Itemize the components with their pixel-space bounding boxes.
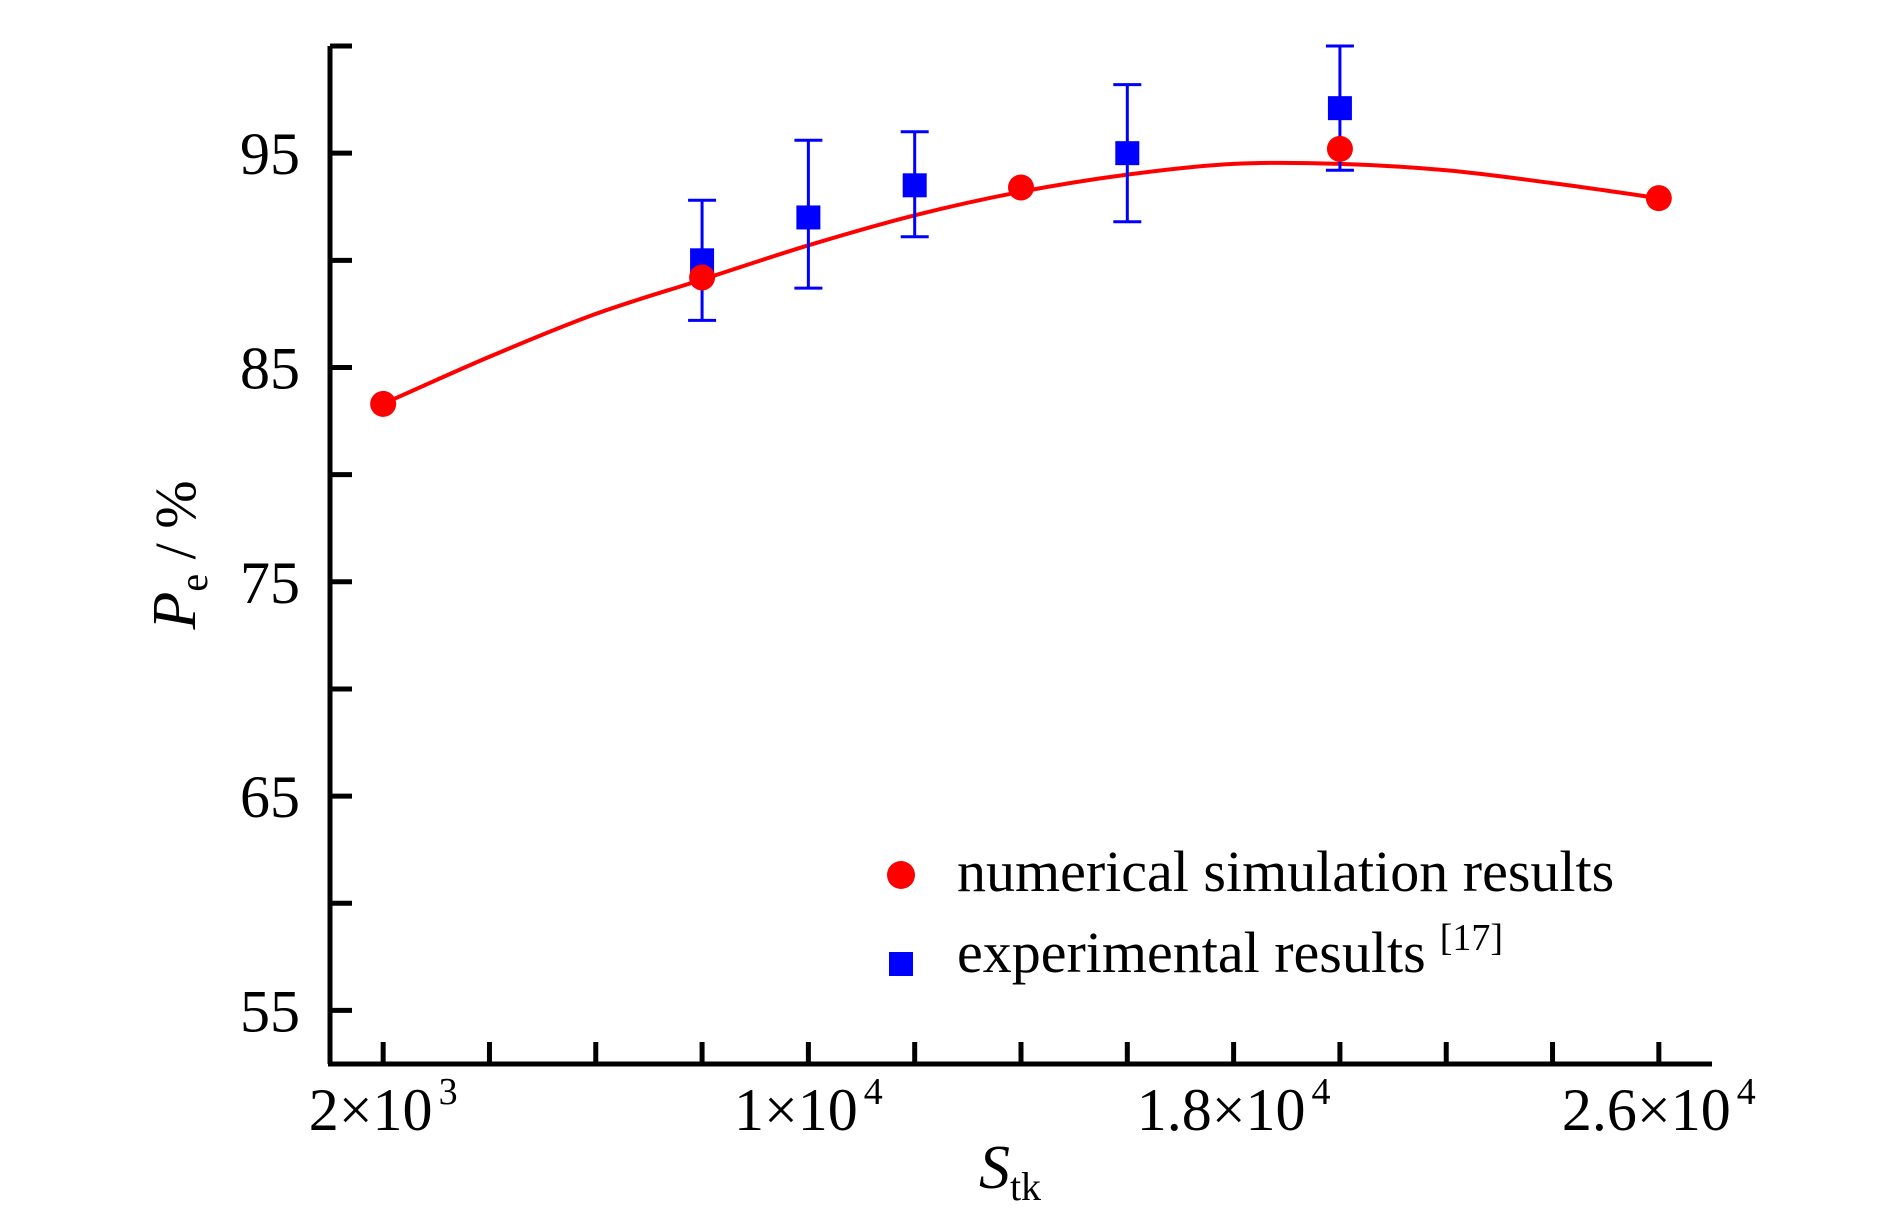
- y-tick-label: 75: [240, 550, 300, 616]
- legend: numerical simulation results experimenta…: [887, 839, 1614, 985]
- y-ticks: 55 65 75 85 95: [240, 43, 352, 1044]
- legend-label-simulation: numerical simulation results: [957, 839, 1614, 904]
- legend-label-experimental-text: experimental results: [957, 920, 1426, 985]
- legend-label-experimental-ref: [17]: [1440, 917, 1503, 959]
- x-tick-label: 2.6×10 4: [1562, 1071, 1756, 1143]
- x-tick-label-mantissa: 2.6×10: [1562, 1077, 1731, 1143]
- x-tick-label-mantissa: 1.8×10: [1137, 1077, 1306, 1143]
- y-axis-title-sub: e: [171, 574, 216, 592]
- x-tick-label: 1×10 4: [734, 1071, 883, 1143]
- x-tick-label-mantissa: 1×10: [734, 1077, 858, 1143]
- y-tick-label: 55: [240, 978, 300, 1044]
- x-ticks: 2×10 3 1×10 4 1.8×10 4 2.6×10 4: [309, 1042, 1756, 1143]
- y-tick-label: 85: [240, 335, 300, 401]
- series-numerical-simulation: [370, 135, 1672, 417]
- data-point-simulation: [1645, 185, 1672, 212]
- x-tick-label-mantissa: 2×10: [309, 1077, 433, 1143]
- legend-marker-experimental: [889, 952, 913, 976]
- x-axis-title: Stk: [979, 1134, 1041, 1209]
- data-point-simulation: [1008, 174, 1034, 201]
- data-point-simulation: [689, 264, 716, 291]
- y-tick-label: 95: [240, 121, 300, 187]
- data-point-experimental: [902, 173, 927, 198]
- y-tick-label: 65: [240, 764, 300, 830]
- x-axis-title-sub: tk: [1010, 1164, 1041, 1209]
- y-axis-title-unit: / %: [143, 480, 208, 573]
- x-tick-label: 2×10 3: [309, 1071, 458, 1143]
- y-axis-title-main: P: [141, 592, 209, 631]
- x-axis-title-main: S: [979, 1134, 1010, 1202]
- x-tick-label-exponent: 4: [864, 1071, 883, 1113]
- legend-label-experimental: experimental results [17]: [957, 917, 1503, 985]
- legend-marker-simulation: [887, 861, 915, 889]
- x-tick-label: 1.8×10 4: [1137, 1071, 1331, 1143]
- data-point-simulation: [370, 390, 397, 417]
- x-tick-label-exponent: 4: [1312, 1071, 1331, 1113]
- data-point-experimental: [1115, 141, 1140, 166]
- x-tick-label-exponent: 3: [439, 1071, 458, 1113]
- y-axis-title: Pe / %: [141, 480, 216, 630]
- data-point-experimental: [1327, 96, 1352, 121]
- data-point-simulation: [1326, 135, 1353, 162]
- x-tick-label-exponent: 4: [1737, 1071, 1756, 1113]
- data-point-experimental: [796, 205, 821, 230]
- series-experimental: [688, 44, 1354, 322]
